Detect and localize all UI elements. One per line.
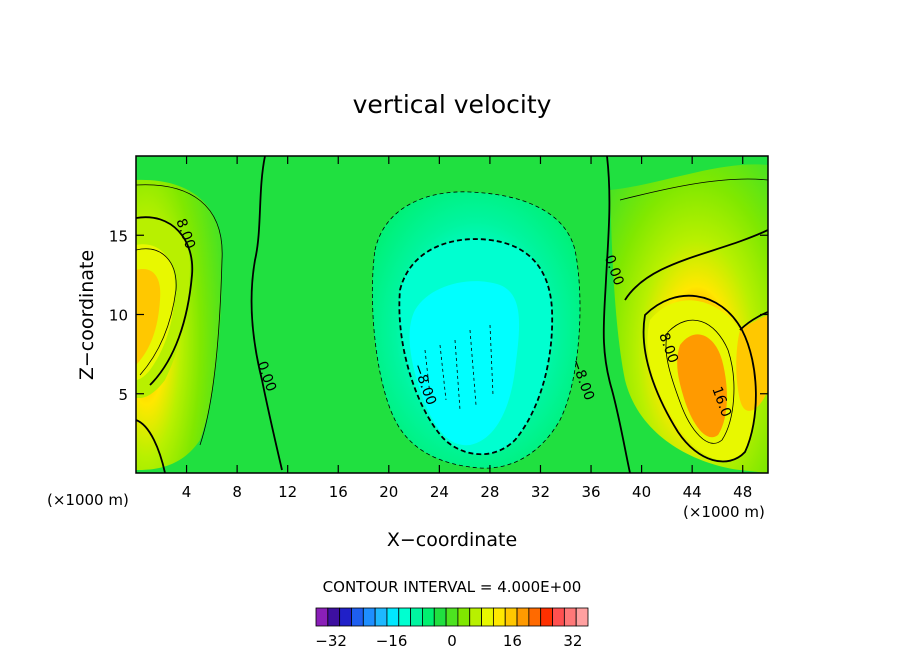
colorbar-swatch [386,607,400,627]
x-axis-label: X−coordinate [387,529,517,551]
colorbar-swatch [445,607,459,627]
colorbar-tick-label: −16 [376,632,408,650]
colorbar-swatch [516,607,530,627]
y-axis-label: Z−coordinate [76,250,98,380]
colorbar-swatch [504,607,518,627]
x-tick-label: 24 [430,483,449,501]
colorbar-swatch [410,607,423,627]
x-tick-label: 44 [683,483,702,501]
colorbar-swatch [457,607,471,627]
colorbar-tick-label: 0 [447,632,457,650]
contour-lines [136,156,768,473]
colorbar-swatch [351,607,364,627]
x-tick-label: 20 [379,483,398,501]
y-tick-label: 15 [109,227,128,245]
y-tick-label: 5 [118,386,128,404]
colorbar-swatch [469,607,482,627]
colorbar-swatch [362,607,376,627]
colorbar-swatch [540,607,553,627]
colorbar-swatch [492,607,506,627]
colorbar-swatch [528,607,542,627]
colorbar-swatch [374,607,388,627]
negative-region-center-core [409,281,520,446]
colorbar-swatch [315,607,329,627]
colorbar-swatch [552,607,565,627]
colorbar-swatch [563,607,577,627]
colorbar-swatch [339,607,352,627]
positive-region-right-peak [677,334,727,438]
x-tick-label: 16 [329,483,348,501]
positive-region-left-peak [136,269,161,365]
colorbar-swatch [575,607,589,627]
colorbar-tick-label: −32 [315,632,347,650]
colorbar-swatch [398,607,412,627]
colorbar-swatch [422,607,435,627]
y-tick-label: 10 [109,307,128,325]
colorbar-swatch [327,607,341,627]
colorbar-ticks: −32 −16 0 16 32 [315,632,582,650]
x-unit-left: (×1000 m) [47,491,129,509]
x-tick-label: 32 [531,483,550,501]
x-tick-label: 36 [581,483,600,501]
colorbar-tick-label: 16 [503,632,522,650]
x-tick-label: 48 [733,483,752,501]
x-axis-ticks: 4 8 12 16 20 24 28 32 36 40 44 48 [182,156,752,501]
plot-area [136,156,768,473]
colorbar-swatch [433,607,447,627]
contour-interval-text: CONTOUR INTERVAL = 4.000E+00 [323,578,582,596]
x-unit-right: (×1000 m) [683,503,765,521]
y-axis-ticks: 5 10 15 [109,227,768,404]
x-tick-label: 12 [278,483,297,501]
colorbar-swatch [481,607,494,627]
colorbar-tick-label: 32 [563,632,582,650]
chart-title: vertical velocity [353,90,552,119]
x-tick-label: 8 [232,483,242,501]
x-tick-label: 28 [480,483,499,501]
x-tick-label: 4 [182,483,192,501]
x-tick-label: 40 [632,483,651,501]
colorbar [315,607,589,627]
